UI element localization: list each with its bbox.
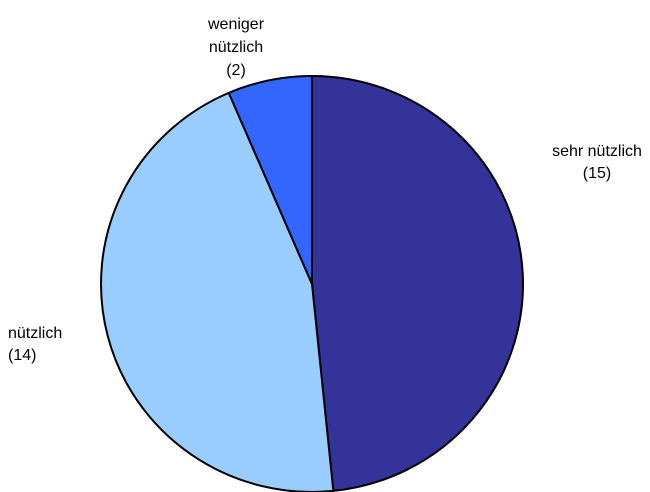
slice-label-2-line-2: (2) bbox=[226, 62, 246, 79]
pie-slice-nuetzlich bbox=[100, 91, 335, 492]
slice-label-0: sehr nützlich (15) bbox=[552, 143, 642, 182]
slice-label-1: nützlich (14) bbox=[8, 325, 62, 364]
pie-labels: sehr nützlich (15) nützlich (14) weniger nütz… bbox=[8, 16, 642, 364]
pie-slices bbox=[100, 75, 524, 492]
slice-label-2: weniger nützlich (2) bbox=[207, 16, 265, 79]
slice-label-1-line-1: (14) bbox=[8, 347, 36, 364]
slice-label-1-line-0: nützlich bbox=[8, 325, 62, 342]
slice-label-2-line-0: weniger bbox=[207, 16, 265, 33]
slice-label-0-line-1: (15) bbox=[583, 165, 611, 182]
pie-slice-sehr-nuetzlich bbox=[311, 75, 524, 492]
slice-label-0-line-0: sehr nützlich bbox=[552, 143, 642, 160]
pie-slice-weniger-nuetzlich bbox=[227, 75, 313, 285]
slice-label-2-line-1: nützlich bbox=[209, 39, 263, 56]
